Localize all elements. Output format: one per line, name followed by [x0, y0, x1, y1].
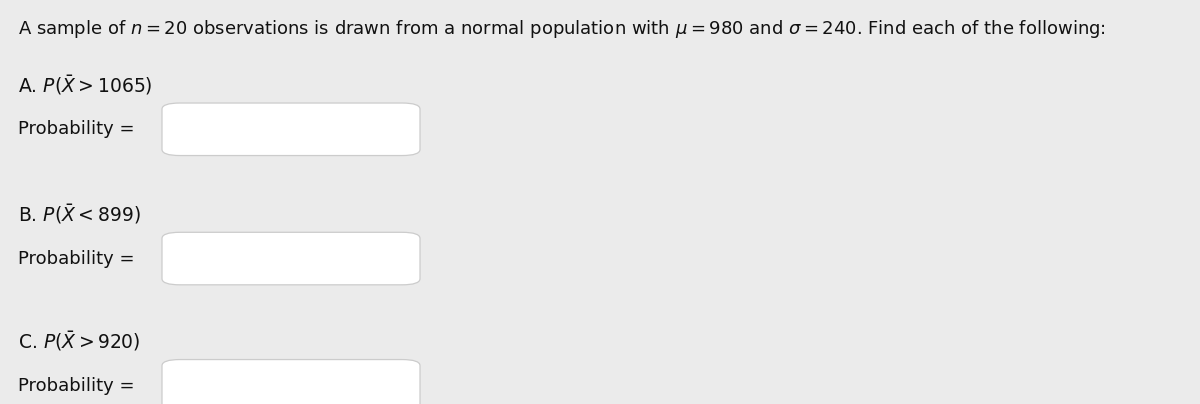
Text: B. $P(\bar{X} < 899)$: B. $P(\bar{X} < 899)$ — [18, 202, 140, 226]
Text: Probability =: Probability = — [18, 377, 134, 395]
FancyBboxPatch shape — [162, 232, 420, 285]
Text: A sample of $n = 20$ observations is drawn from a normal population with $\mu = : A sample of $n = 20$ observations is dra… — [18, 18, 1106, 40]
Text: Probability =: Probability = — [18, 120, 134, 138]
FancyBboxPatch shape — [162, 103, 420, 156]
Text: C. $P(\bar{X} > 920)$: C. $P(\bar{X} > 920)$ — [18, 329, 140, 353]
Text: A. $P(\bar{X} > 1065)$: A. $P(\bar{X} > 1065)$ — [18, 73, 152, 97]
FancyBboxPatch shape — [162, 360, 420, 404]
Text: Probability =: Probability = — [18, 250, 134, 267]
